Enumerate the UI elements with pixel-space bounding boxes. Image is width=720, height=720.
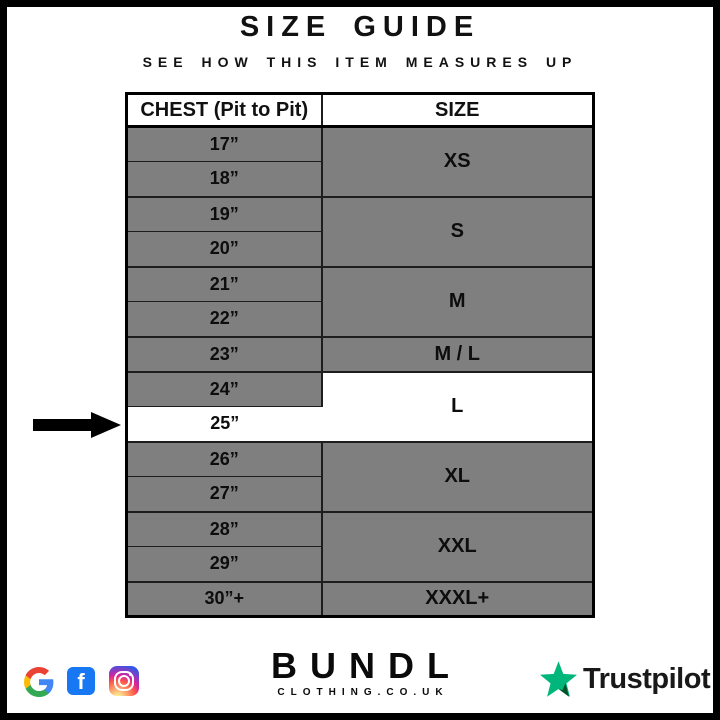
table-row: 23” M / L bbox=[126, 335, 594, 372]
size-table-body: 17” XS 18” 19” S 20” 21” M 22” 23” M / L 24” L 25” 26”… bbox=[126, 125, 594, 617]
table-row: 30”+ XXXL+ bbox=[126, 580, 594, 617]
instagram-flash-dot bbox=[129, 673, 132, 676]
size-cell: S bbox=[321, 195, 594, 267]
instagram-lens bbox=[118, 675, 130, 687]
chest-cell: 26” bbox=[126, 440, 323, 477]
chest-cell: 29” bbox=[126, 546, 323, 582]
table-row: 26” XL bbox=[126, 440, 594, 512]
size-cell: XS bbox=[321, 125, 594, 197]
table-row: 29” bbox=[126, 546, 594, 582]
table-row: 22” bbox=[126, 301, 594, 337]
instagram-camera-outline bbox=[114, 671, 134, 691]
instagram-icon[interactable] bbox=[109, 666, 139, 696]
size-column-header: SIZE bbox=[321, 93, 594, 128]
size-cell: XXXL+ bbox=[321, 580, 594, 617]
chest-cell: 23” bbox=[126, 335, 323, 372]
table-row: 28” XXL bbox=[126, 510, 594, 582]
chest-column-header: CHEST (Pit to Pit) bbox=[126, 93, 323, 128]
size-cell: XL bbox=[321, 440, 594, 512]
chest-cell: 25” bbox=[126, 406, 322, 442]
chest-cell: 19” bbox=[126, 195, 323, 232]
facebook-f-glyph: f bbox=[77, 669, 85, 694]
table-row: 25” bbox=[126, 406, 594, 442]
trustpilot-star-icon bbox=[540, 661, 577, 697]
chest-cell: 24” bbox=[126, 370, 323, 407]
chest-cell: 20” bbox=[126, 231, 323, 267]
table-row: 21” M bbox=[126, 265, 594, 337]
chest-cell: 18” bbox=[126, 161, 323, 197]
google-icon[interactable] bbox=[24, 667, 54, 697]
brand-name: BUNDL bbox=[271, 645, 462, 686]
brand-domain: CLOTHING.CO.UK bbox=[277, 687, 449, 698]
table-row: 24” L bbox=[126, 370, 594, 442]
facebook-icon[interactable]: f bbox=[67, 667, 95, 695]
table-row: 19” S bbox=[126, 195, 594, 267]
size-table: CHEST (Pit to Pit) SIZE 17” XS 18” 19” S 20” 2… bbox=[125, 92, 595, 618]
size-cell: M / L bbox=[321, 335, 594, 372]
page-title: SIZE GUIDE bbox=[239, 11, 481, 43]
table-row: 18” bbox=[126, 161, 594, 197]
table-row: 20” bbox=[126, 231, 594, 267]
size-cell: XXL bbox=[321, 510, 594, 582]
table-header-row: CHEST (Pit to Pit) SIZE bbox=[126, 93, 594, 128]
chest-cell: 30”+ bbox=[126, 580, 323, 617]
chest-cell: 28” bbox=[126, 510, 323, 547]
table-row: 17” XS bbox=[126, 125, 594, 197]
size-cell: M bbox=[321, 265, 594, 337]
trustpilot-wordmark: Trustpilot bbox=[583, 663, 711, 695]
chest-cell: 21” bbox=[126, 265, 323, 302]
brand-logo: BUNDL CLOTHING.CO.UK bbox=[0, 645, 720, 699]
page-subtitle: SEE HOW THIS ITEM MEASURES UP bbox=[142, 54, 578, 70]
table-row: 27” bbox=[126, 476, 594, 512]
chest-cell: 22” bbox=[126, 301, 323, 337]
size-cell: L bbox=[321, 370, 594, 442]
row-pointer-arrow-icon bbox=[33, 412, 121, 438]
chest-cell: 17” bbox=[126, 125, 323, 162]
chest-cell: 27” bbox=[126, 476, 323, 512]
